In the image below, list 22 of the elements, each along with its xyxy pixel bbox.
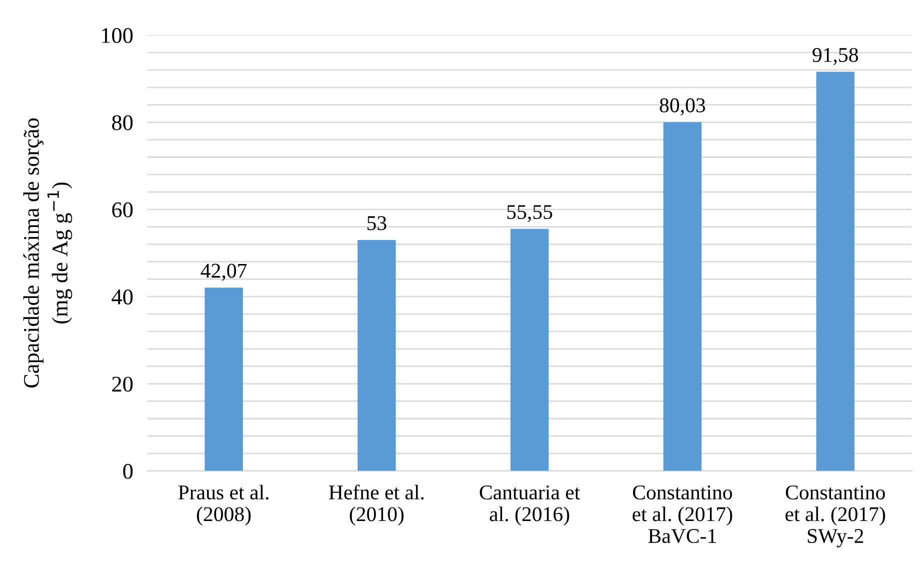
bar: [204, 288, 243, 471]
y-tick-label: 80: [112, 115, 133, 130]
x-tick-label: Constantino et al. (2017) BaVC-1: [632, 485, 732, 544]
data-label: 53: [367, 216, 386, 230]
x-tick-label: Cantuaria et al. (2016): [480, 485, 580, 526]
y-tick-label: 40: [112, 290, 133, 305]
bar: [358, 240, 396, 471]
data-label: 80,03: [660, 98, 706, 116]
data-label: 91,58: [812, 48, 858, 66]
x-tick-label: Constantino et al. (2017) SWy-2: [786, 485, 886, 548]
y-tick-label: 20: [112, 376, 133, 392]
bar: [663, 122, 702, 471]
data-label: 42,07: [200, 264, 247, 281]
y-axis-title: Capacidade máxima de sorção (mg de Ag g$^{−1}$): [23, 118, 72, 388]
bar: [816, 72, 854, 471]
y-tick-label: 100: [102, 28, 133, 44]
x-tick-label: Hefne et al. (2010): [328, 484, 424, 526]
y-tick-label: 60: [112, 202, 133, 218]
x-tick-label: Praus et al. (2008): [178, 484, 268, 526]
bar: [510, 228, 549, 471]
y-tick-label: 0: [123, 464, 133, 479]
data-label: 55,55: [507, 205, 552, 222]
